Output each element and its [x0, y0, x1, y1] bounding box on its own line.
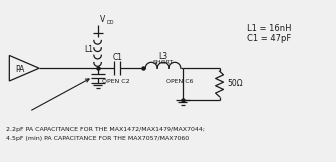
Text: SHORT: SHORT [153, 60, 174, 65]
Text: 2.2pF PA CAPACITANCE FOR THE MAX1472/MAX1479/MAX7044;: 2.2pF PA CAPACITANCE FOR THE MAX1472/MAX… [6, 127, 205, 132]
Text: L1: L1 [84, 45, 93, 54]
Text: L1 = 16nH: L1 = 16nH [247, 24, 292, 33]
Text: PA: PA [15, 65, 25, 74]
Text: V: V [99, 15, 105, 24]
Text: C1 = 47pF: C1 = 47pF [247, 34, 292, 43]
Text: 50Ω: 50Ω [227, 79, 243, 88]
Text: C1: C1 [113, 53, 122, 62]
Text: OPEN C2: OPEN C2 [101, 80, 129, 84]
Text: 4.5pF (min) PA CAPACITANCE FOR THE MAX7057/MAX7060: 4.5pF (min) PA CAPACITANCE FOR THE MAX70… [6, 137, 190, 141]
Text: OPEN C6: OPEN C6 [166, 80, 194, 84]
Text: L3: L3 [159, 52, 168, 61]
Text: DD: DD [106, 20, 114, 25]
